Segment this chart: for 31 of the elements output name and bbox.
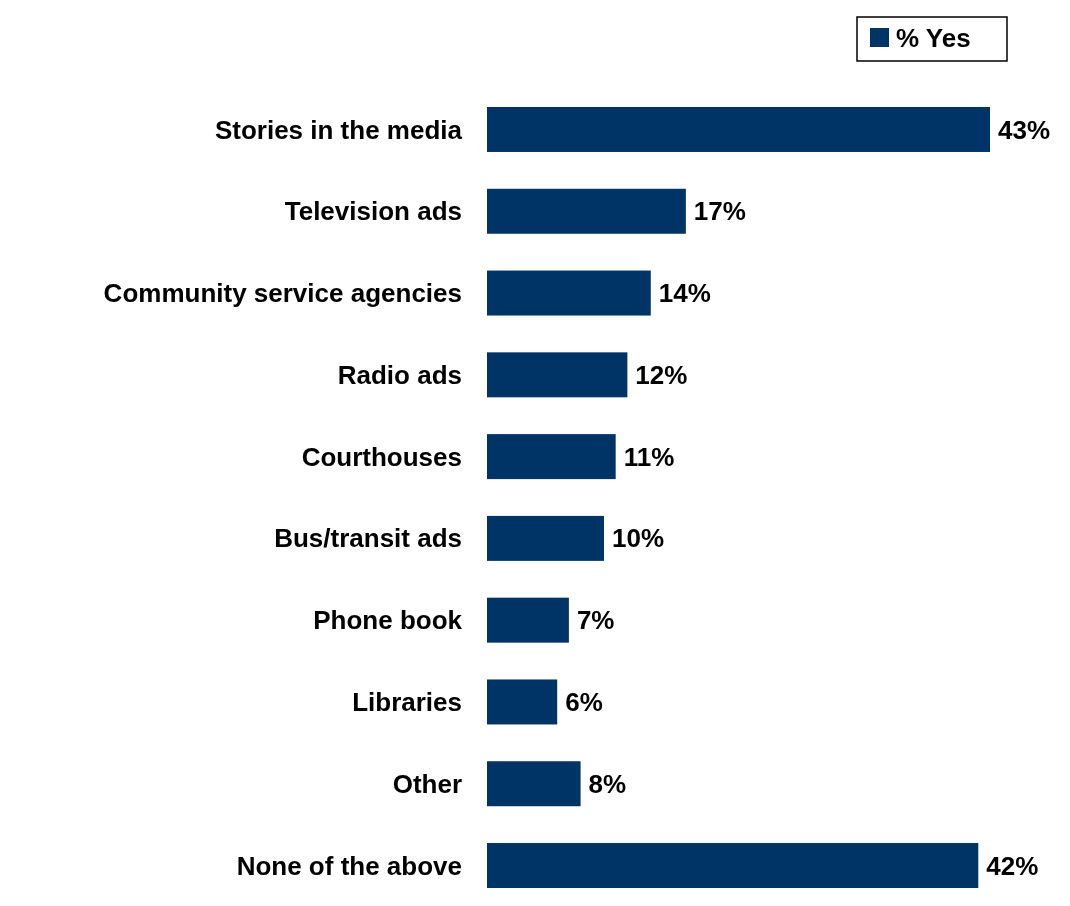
data-label: 43%	[998, 114, 1051, 145]
y-tick-label: None of the above	[236, 850, 462, 881]
y-tick-label: Television ads	[284, 196, 462, 227]
bar	[487, 515, 604, 561]
data-label: 8%	[588, 768, 627, 799]
data-label: 10%	[611, 523, 665, 554]
bar	[487, 597, 569, 643]
data-label: 14%	[658, 278, 711, 309]
data-label: 42%	[986, 850, 1039, 881]
legend-label: % Yes	[896, 23, 971, 54]
y-tick-label: Radio ads	[337, 359, 462, 390]
data-label: 6%	[565, 687, 603, 718]
bar	[487, 106, 990, 152]
bar	[487, 843, 979, 889]
bar	[487, 761, 581, 807]
y-tick-label: Libraries	[352, 687, 462, 718]
data-label: 11%	[623, 441, 675, 472]
bar	[487, 270, 651, 316]
data-label: 7%	[576, 605, 615, 636]
bar	[487, 434, 616, 480]
y-tick-label: Other	[392, 768, 462, 799]
y-tick-label: Bus/transit ads	[274, 523, 462, 554]
y-tick-label: Courthouses	[301, 441, 462, 472]
bar	[487, 352, 628, 398]
y-tick-label: Phone book	[313, 605, 463, 636]
bar	[487, 188, 686, 234]
y-tick-label: Stories in the media	[214, 114, 463, 145]
data-label: 17%	[693, 196, 746, 227]
bar	[487, 679, 558, 725]
y-tick-label: Community service agencies	[103, 278, 462, 309]
data-label: 12%	[635, 359, 688, 390]
